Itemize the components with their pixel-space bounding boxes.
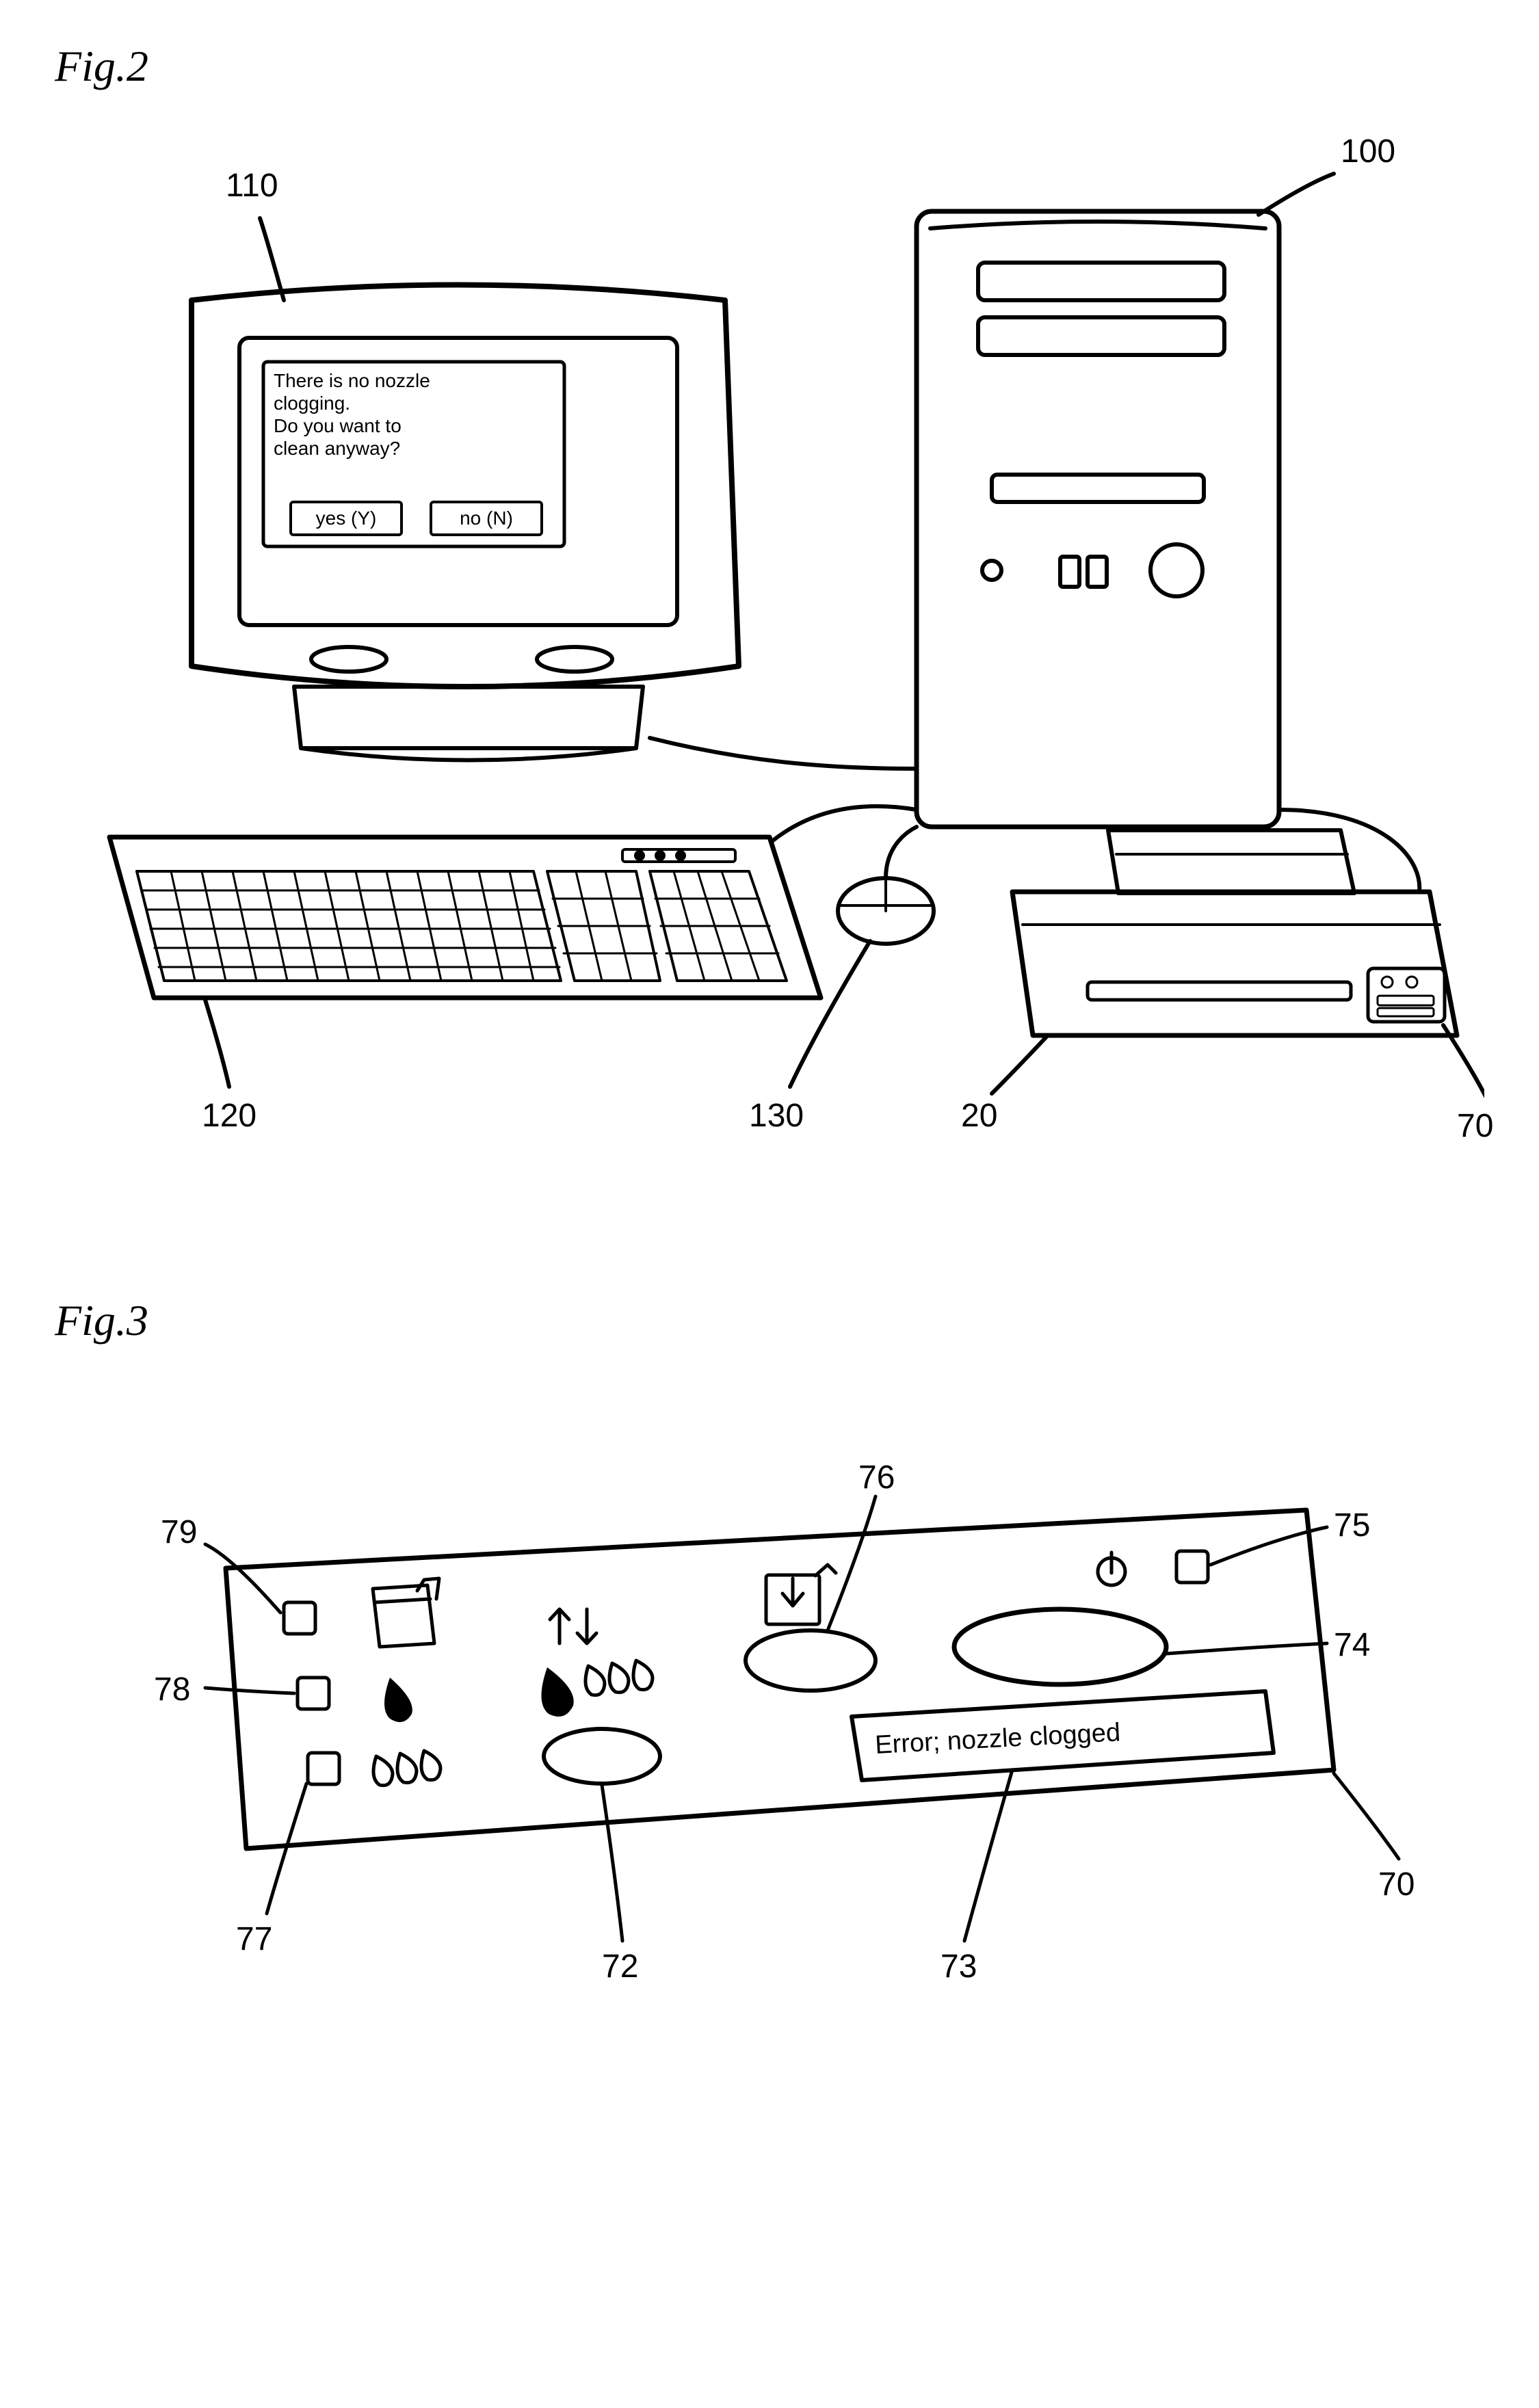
callout-78: 78 bbox=[154, 1671, 190, 1708]
fig3-panel: Error; nozzle clogged 79 78 77 72 73 74 … bbox=[55, 1373, 1484, 2091]
callout-70p: 70 bbox=[1378, 1866, 1415, 1903]
dialog-line4: clean anyway? bbox=[274, 438, 400, 459]
callout-100: 100 bbox=[1341, 133, 1395, 170]
callout-75: 75 bbox=[1334, 1507, 1370, 1544]
fig3-label: Fig.3 bbox=[55, 1295, 1484, 1346]
lamp-79 bbox=[284, 1602, 315, 1634]
callout-120: 120 bbox=[202, 1097, 256, 1135]
fig3-svg: Error; nozzle clogged bbox=[55, 1373, 1484, 2091]
button-76[interactable] bbox=[746, 1630, 876, 1691]
dialog-line1: There is no nozzle bbox=[274, 370, 430, 391]
button-74[interactable] bbox=[954, 1609, 1166, 1684]
callout-20: 20 bbox=[961, 1097, 997, 1135]
fig2-label: Fig.2 bbox=[55, 41, 1484, 92]
callout-73: 73 bbox=[941, 1948, 977, 1985]
dialog-line3: Do you want to bbox=[274, 415, 402, 436]
dialog-text: There is no nozzle clogging. Do you want… bbox=[274, 370, 430, 459]
callout-70: 70 bbox=[1457, 1107, 1493, 1145]
fig2-svg: There is no nozzle clogging. Do you want… bbox=[55, 119, 1484, 1213]
dialog-yes-button-label: yes (Y) bbox=[316, 507, 377, 529]
callout-74: 74 bbox=[1334, 1626, 1370, 1664]
callout-110: 110 bbox=[226, 167, 278, 204]
lamp-75 bbox=[1176, 1551, 1208, 1583]
fig2-panel: There is no nozzle clogging. Do you want… bbox=[55, 119, 1484, 1213]
lamp-77 bbox=[308, 1753, 339, 1784]
dialog-line2: clogging. bbox=[274, 393, 350, 414]
callout-79: 79 bbox=[161, 1513, 197, 1551]
display-73-text: Error; nozzle clogged bbox=[874, 1718, 1121, 1760]
callout-130: 130 bbox=[749, 1097, 804, 1135]
callout-77: 77 bbox=[236, 1920, 272, 1958]
lamp-78 bbox=[298, 1678, 329, 1709]
button-72[interactable] bbox=[544, 1729, 660, 1784]
dialog-no-button-label: no (N) bbox=[460, 507, 513, 529]
callout-72: 72 bbox=[602, 1948, 638, 1985]
callout-76: 76 bbox=[858, 1459, 895, 1496]
